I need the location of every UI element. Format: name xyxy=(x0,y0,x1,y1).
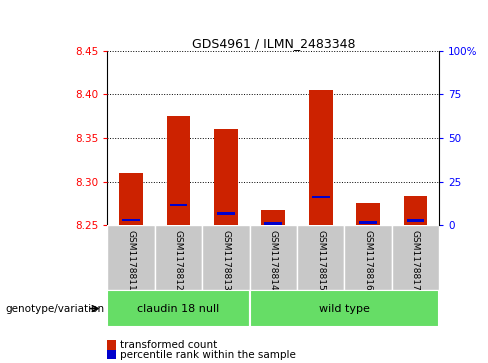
Bar xyxy=(170,204,187,206)
Bar xyxy=(297,225,345,290)
Bar xyxy=(107,290,249,327)
Text: GSM1178817: GSM1178817 xyxy=(411,230,420,291)
Bar xyxy=(122,219,140,221)
Text: transformed count: transformed count xyxy=(120,340,217,350)
Text: GSM1178811: GSM1178811 xyxy=(126,230,136,291)
Text: claudin 18 null: claudin 18 null xyxy=(137,303,220,314)
Bar xyxy=(166,116,190,225)
Bar xyxy=(359,221,377,224)
Bar xyxy=(214,129,238,225)
Text: GSM1178813: GSM1178813 xyxy=(222,230,230,291)
Text: GSM1178815: GSM1178815 xyxy=(316,230,325,291)
Title: GDS4961 / ILMN_2483348: GDS4961 / ILMN_2483348 xyxy=(191,37,355,50)
Bar xyxy=(264,222,282,225)
Bar xyxy=(309,90,332,225)
Bar xyxy=(249,290,439,327)
Bar xyxy=(356,203,380,225)
Bar xyxy=(119,173,143,225)
Bar xyxy=(392,225,439,290)
Bar xyxy=(107,225,155,290)
Text: GSM1178814: GSM1178814 xyxy=(269,230,278,291)
Bar xyxy=(262,210,285,225)
Bar xyxy=(155,225,202,290)
Text: genotype/variation: genotype/variation xyxy=(5,303,104,314)
Text: GSM1178812: GSM1178812 xyxy=(174,230,183,291)
Bar xyxy=(249,225,297,290)
Bar xyxy=(404,196,427,225)
Bar xyxy=(312,196,329,199)
Bar xyxy=(202,225,249,290)
Bar xyxy=(407,219,425,222)
Text: GSM1178816: GSM1178816 xyxy=(364,230,373,291)
Bar xyxy=(217,212,235,215)
Bar xyxy=(345,225,392,290)
Text: wild type: wild type xyxy=(319,303,370,314)
Text: percentile rank within the sample: percentile rank within the sample xyxy=(120,350,295,360)
